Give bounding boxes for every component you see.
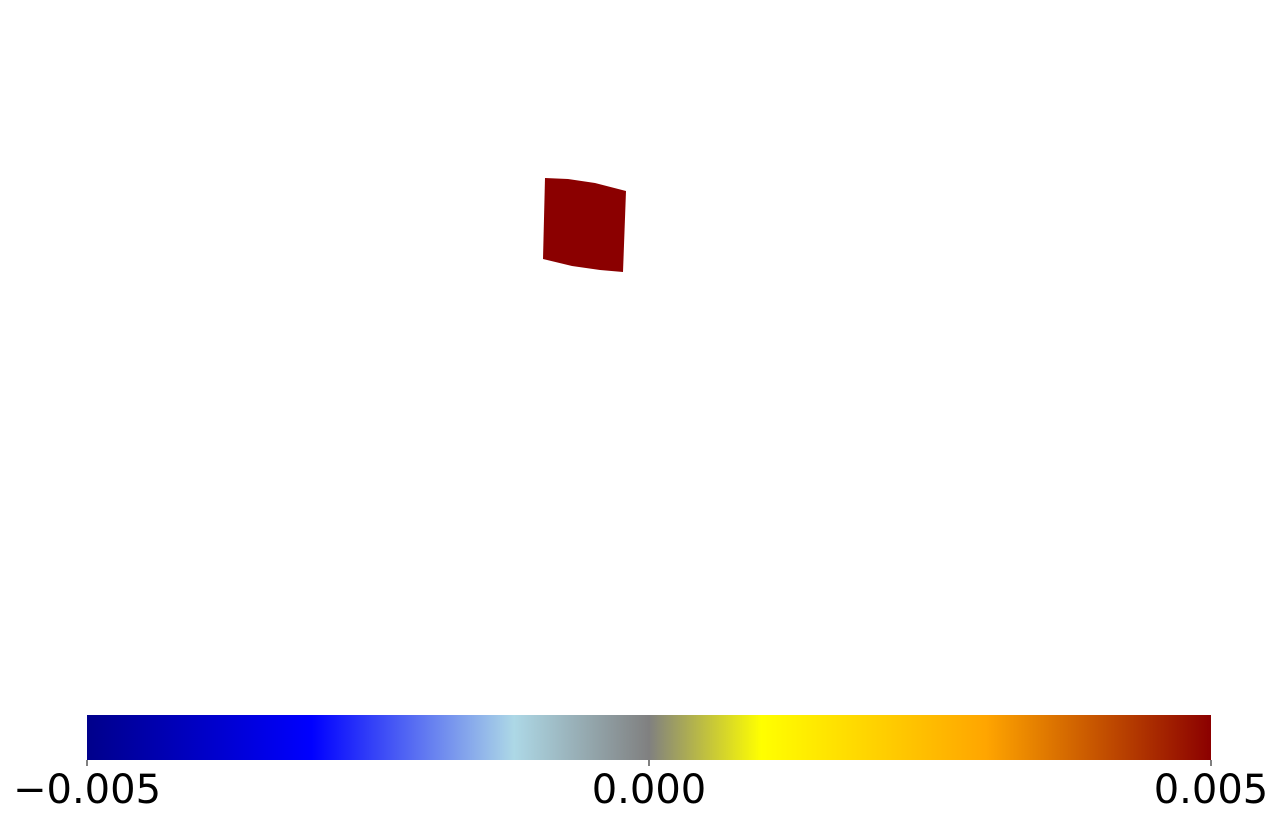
colorbar-tick-label-1: 0.000: [592, 767, 707, 813]
colorbar-bar: [87, 715, 1211, 760]
heatmap-patch: [543, 178, 626, 272]
colorbar-tick-label-2: 0.005: [1154, 767, 1269, 813]
colorbar-tick-label-0: −0.005: [13, 767, 161, 813]
colorbar: −0.005 0.000 0.005: [13, 715, 1268, 813]
colorbar-ticks: −0.005 0.000 0.005: [13, 760, 1268, 813]
